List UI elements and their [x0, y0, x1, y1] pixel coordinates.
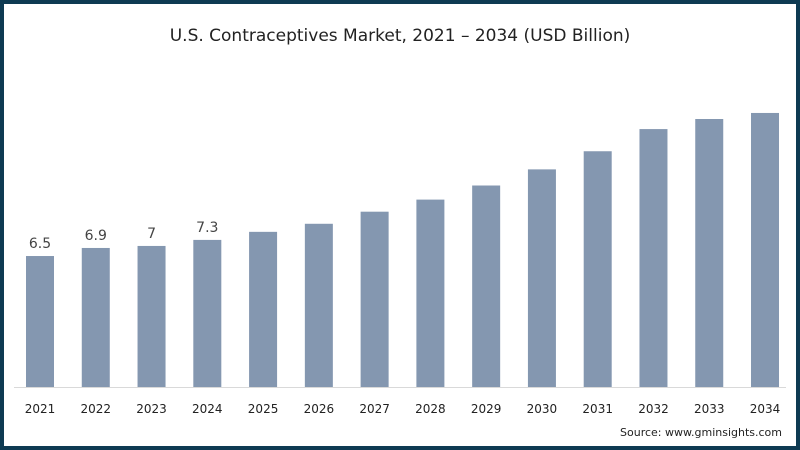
x-tick-label: 2026	[304, 402, 335, 416]
x-tick-label: 2031	[582, 402, 613, 416]
source-note: Source: www.gminsights.com	[620, 426, 782, 439]
x-tick-label: 2025	[248, 402, 279, 416]
bar-2021	[26, 256, 54, 387]
x-tick-label: 2022	[80, 402, 111, 416]
x-tick-label: 2032	[638, 402, 669, 416]
x-tick-label: 2034	[750, 402, 781, 416]
bar-2033	[695, 119, 724, 387]
chart-title: U.S. Contraceptives Market, 2021 – 2034 …	[169, 26, 631, 46]
bar-2029	[472, 185, 501, 387]
x-tick-label: 2021	[25, 402, 56, 416]
bar-2023	[137, 245, 166, 387]
x-tick-label: 2029	[471, 402, 502, 416]
bar-2025	[249, 231, 278, 387]
x-tick-label: 2028	[415, 402, 446, 416]
data-label: 7	[147, 226, 156, 242]
data-label: 7.3	[196, 220, 218, 236]
x-tick-label: 2027	[359, 402, 390, 416]
x-tick-label: 2023	[136, 402, 167, 416]
bar-2026	[304, 223, 333, 387]
x-tick-label: 2030	[527, 402, 558, 416]
bar-2034	[751, 112, 780, 388]
data-label: 6.5	[29, 236, 51, 252]
bar-2032	[639, 129, 668, 387]
bar-2031	[583, 151, 612, 387]
data-label: 6.9	[85, 228, 107, 244]
bar-2030	[527, 169, 556, 387]
bar-2028	[416, 199, 445, 387]
bar-2027	[360, 211, 389, 387]
bar-2022	[81, 247, 110, 387]
x-tick-label: 2033	[694, 402, 725, 416]
bar-2024	[193, 239, 222, 387]
x-tick-label: 2024	[192, 402, 223, 416]
